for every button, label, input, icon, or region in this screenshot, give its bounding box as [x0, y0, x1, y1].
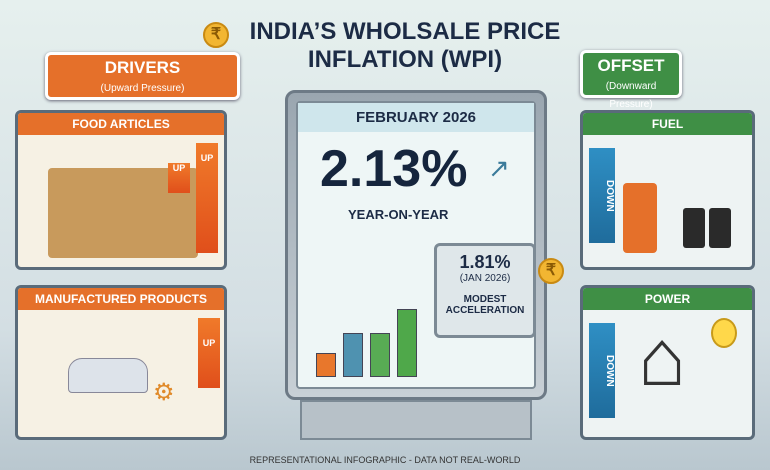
fuel-panel: FUEL DOWN [580, 110, 755, 270]
prev-label: (JAN 2026) [459, 273, 511, 284]
chart-bar [316, 353, 336, 377]
chart-bar [370, 333, 390, 377]
oil-barrel-icon [683, 208, 705, 248]
power-down-arrow-icon: DOWN [589, 323, 615, 418]
fuel-pump-icon [623, 183, 657, 253]
title-line2: INFLATION (WPI) [307, 46, 503, 73]
offset-sub: (Downward Pressure) [605, 81, 657, 110]
food-title: FOOD ARTICLES [18, 113, 224, 135]
disclaimer-footer: REPRESENTATIONAL INFOGRAPHIC - DATA NOT … [249, 455, 521, 465]
food-articles-panel: FOOD ARTICLES UP UP [15, 110, 227, 270]
power-tower-icon: ⌂ [638, 313, 687, 402]
chart-bar [397, 309, 417, 377]
board-month: FEBRUARY 2026 [298, 103, 534, 132]
power-title: POWER [583, 288, 752, 310]
food-up-arrow-icon: UP [168, 163, 190, 193]
light-bulb-icon [711, 318, 737, 348]
board-base [300, 400, 532, 440]
wpi-board: FEBRUARY 2026 2.13% YEAR-ON-YEAR ↗ 1.81%… [285, 90, 547, 400]
prev-value: 1.81% [459, 252, 511, 272]
note-line1: MODEST [463, 294, 507, 305]
fuel-title: FUEL [583, 113, 752, 135]
manufactured-up-arrow-icon: UP [198, 318, 220, 388]
rupee-coin-icon: ₹ [203, 22, 229, 48]
title-line1: INDIA’S WHOLSALE PRICE [249, 18, 561, 45]
rupee-coin-icon: ₹ [538, 258, 564, 284]
previous-month-card: 1.81% (JAN 2026) MODEST ACCELERATION [434, 243, 536, 338]
offset-sign: OFFSET (Downward Pressure) [580, 50, 682, 110]
drivers-sign: DRIVERS (Upward Pressure) [45, 52, 240, 100]
chart-bar [343, 333, 363, 377]
food-up-arrow-icon: UP [196, 143, 218, 253]
offset-label: OFFSET [597, 56, 665, 75]
power-panel: POWER DOWN ⌂ [580, 285, 755, 440]
oil-barrel-icon [709, 208, 731, 248]
trend-up-arrow-icon: ↗ [488, 153, 510, 183]
manufactured-products-panel: MANUFACTURED PRODUCTS ⚙ UP [15, 285, 227, 440]
gear-icon: ⚙ [153, 379, 175, 406]
note-line2: ACCELERATION [445, 305, 525, 316]
manufactured-title: MANUFACTURED PRODUCTS [18, 288, 224, 310]
fuel-down-arrow-icon: DOWN [589, 148, 615, 243]
drivers-label: DRIVERS [104, 58, 181, 77]
wpi-value: 2.13% [320, 140, 468, 198]
wpi-caption: YEAR-ON-YEAR [348, 207, 449, 222]
car-illustration [68, 358, 148, 393]
page-title: INDIA’S WHOLSALE PRICE INFLATION (WPI) [240, 18, 570, 74]
drivers-sub: (Upward Pressure) [100, 83, 185, 94]
